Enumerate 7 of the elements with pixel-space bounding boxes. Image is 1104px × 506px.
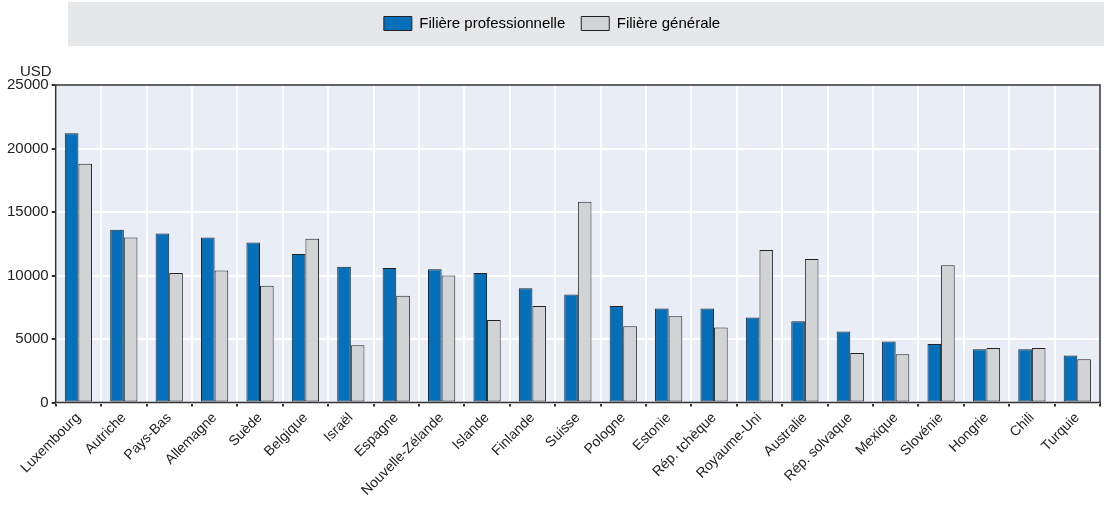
y-tick-label: 5000	[15, 329, 49, 347]
y-tick-label: 10000	[6, 265, 49, 283]
y-tick-label: 0	[40, 392, 49, 410]
y-tick-label: 15000	[6, 202, 49, 220]
legend-label: Filière générale	[616, 13, 721, 31]
y-tick-label: 20000	[6, 138, 49, 156]
legend-label: Filière professionnelle	[419, 13, 566, 31]
